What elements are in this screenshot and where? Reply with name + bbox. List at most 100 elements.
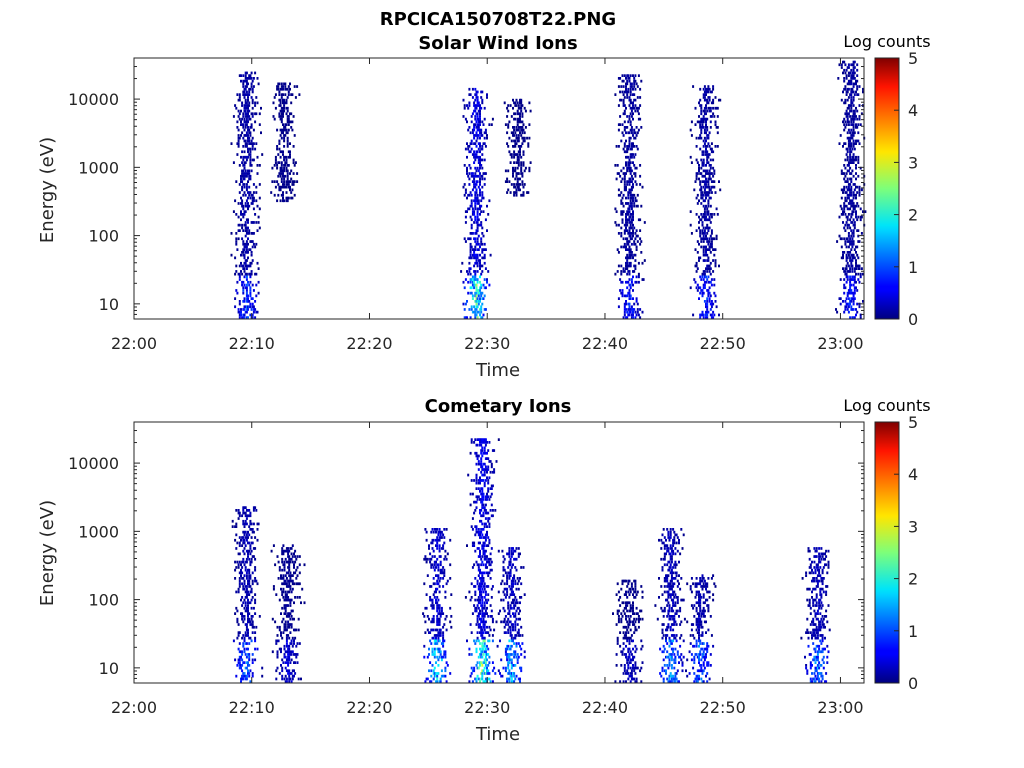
heatmap-cell xyxy=(847,289,850,292)
heatmap-cell xyxy=(513,642,516,645)
heatmap-cell xyxy=(481,674,484,678)
heatmap-cell xyxy=(243,313,246,317)
heatmap-cell xyxy=(474,308,477,311)
heatmap-cell xyxy=(639,117,642,121)
heatmap-cell xyxy=(701,310,704,314)
heatmap-cell xyxy=(509,653,512,656)
heatmap-cell xyxy=(468,93,471,96)
heatmap-cell xyxy=(703,215,706,219)
heatmap-cell xyxy=(473,275,476,279)
heatmap-cell xyxy=(276,655,279,659)
heatmap-cell xyxy=(705,305,707,309)
heatmap-cell xyxy=(474,153,477,156)
heatmap-cell xyxy=(486,468,488,471)
heatmap-cell xyxy=(244,286,247,290)
heatmap-cell xyxy=(627,248,630,251)
heatmap-cell xyxy=(240,310,242,314)
heatmap-cell xyxy=(471,275,474,279)
heatmap-cell xyxy=(709,245,712,249)
heatmap-cell xyxy=(426,628,429,632)
heatmap-cell xyxy=(296,596,299,599)
heatmap-cell xyxy=(849,79,852,83)
heatmap-cell xyxy=(247,601,249,605)
heatmap-cell xyxy=(703,259,706,262)
heatmap-cell xyxy=(699,275,702,279)
heatmap-cell xyxy=(238,302,241,306)
heatmap-cell xyxy=(438,650,441,654)
heatmap-cell xyxy=(499,672,501,675)
heatmap-cell xyxy=(625,188,627,192)
heatmap-cell xyxy=(242,615,245,618)
heatmap-cell xyxy=(241,213,244,216)
heatmap-cell xyxy=(517,112,520,116)
heatmap-cell xyxy=(248,174,251,178)
heatmap-cell xyxy=(475,606,478,610)
heatmap-cell xyxy=(254,506,257,509)
heatmap-cell xyxy=(245,587,248,591)
heatmap-cell xyxy=(484,522,487,526)
heatmap-cell xyxy=(289,661,292,664)
heatmap-cell xyxy=(626,169,629,173)
heatmap-cell xyxy=(840,66,843,69)
heatmap-cell xyxy=(443,536,446,539)
heatmap-cell xyxy=(284,590,287,594)
heatmap-cell xyxy=(470,438,473,441)
heatmap-cell xyxy=(469,93,472,96)
heatmap-cell xyxy=(435,587,437,591)
heatmap-cell xyxy=(506,574,509,577)
heatmap-cell xyxy=(490,123,493,126)
heatmap-cell xyxy=(477,104,480,107)
heatmap-cell xyxy=(629,155,632,159)
heatmap-cell xyxy=(482,210,485,213)
heatmap-cell xyxy=(700,193,703,197)
heatmap-cell xyxy=(512,98,514,102)
heatmap-cell xyxy=(243,117,246,121)
heatmap-cell xyxy=(475,104,478,107)
heatmap-cell xyxy=(290,552,293,556)
heatmap-cell xyxy=(245,574,248,577)
heatmap-cell xyxy=(281,560,284,564)
heatmap-cell xyxy=(474,106,477,110)
heatmap-cell xyxy=(481,503,484,507)
heatmap-cell xyxy=(852,115,855,118)
heatmap-cell xyxy=(245,517,248,520)
heatmap-cell xyxy=(480,557,483,561)
heatmap-cell xyxy=(706,128,709,132)
heatmap-cell xyxy=(480,240,483,243)
heatmap-cell xyxy=(445,582,448,586)
heatmap-cell xyxy=(251,101,254,105)
heatmap-cell xyxy=(250,536,253,539)
heatmap-cell xyxy=(286,96,289,99)
heatmap-cell xyxy=(249,585,252,588)
heatmap-cell xyxy=(855,204,857,208)
heatmap-cell xyxy=(422,612,425,615)
heatmap-cell xyxy=(633,253,636,257)
heatmap-cell xyxy=(243,530,246,534)
heatmap-cell xyxy=(627,74,630,77)
heatmap-cell xyxy=(240,680,242,683)
heatmap-cell xyxy=(853,66,856,69)
heatmap-cell xyxy=(245,642,248,645)
heatmap-cell xyxy=(429,680,432,683)
heatmap-cell xyxy=(510,664,513,667)
heatmap-cell xyxy=(242,112,245,116)
heatmap-cell xyxy=(435,672,437,675)
heatmap-cell xyxy=(291,587,294,591)
heatmap-cell xyxy=(519,117,521,121)
heatmap-cell xyxy=(710,278,713,281)
heatmap-cell xyxy=(272,585,275,588)
heatmap-cell xyxy=(509,568,512,572)
heatmap-cell xyxy=(700,289,703,292)
heatmap-cell xyxy=(637,280,640,284)
heatmap-cell xyxy=(484,308,487,311)
heatmap-cell xyxy=(240,174,242,178)
heatmap-cell xyxy=(479,313,481,317)
heatmap-cell xyxy=(689,286,692,290)
heatmap-cell xyxy=(471,128,474,132)
heatmap-cell xyxy=(479,117,481,121)
heatmap-cell xyxy=(473,210,476,213)
heatmap-cell xyxy=(859,275,862,279)
heatmap-cell xyxy=(703,300,706,303)
heatmap-cell xyxy=(705,204,707,208)
heatmap-cell xyxy=(464,596,467,599)
